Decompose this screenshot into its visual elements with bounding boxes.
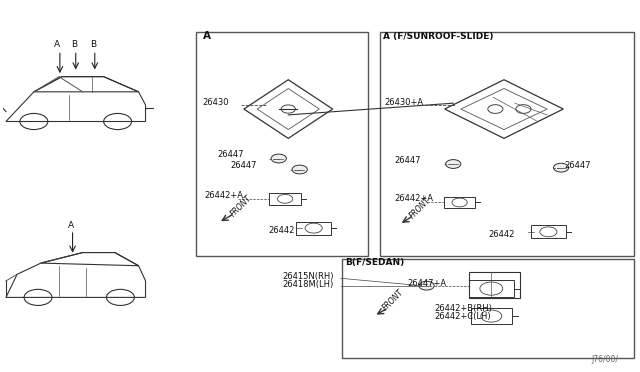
Text: 26447+A: 26447+A <box>408 279 447 288</box>
Bar <box>196 32 367 256</box>
Text: 26442: 26442 <box>488 230 515 238</box>
Circle shape <box>445 160 461 169</box>
Bar <box>342 259 634 358</box>
Text: FRONT: FRONT <box>229 193 254 218</box>
Text: 26442: 26442 <box>268 226 294 235</box>
Bar <box>380 32 634 256</box>
Text: B(F/SEDAN): B(F/SEDAN) <box>346 258 404 267</box>
Text: FRONT: FRONT <box>381 288 406 312</box>
Text: 26447: 26447 <box>230 161 257 170</box>
Text: B: B <box>90 40 97 49</box>
Text: B: B <box>72 40 77 49</box>
Circle shape <box>554 163 569 172</box>
Text: J76/00/: J76/00/ <box>591 355 618 364</box>
Text: 26418M(LH): 26418M(LH) <box>282 280 333 289</box>
Text: 26430+A: 26430+A <box>385 97 424 107</box>
Text: 26447: 26447 <box>217 150 244 160</box>
Circle shape <box>419 281 434 290</box>
Text: 26415N(RH): 26415N(RH) <box>282 272 333 281</box>
Text: 26442+A: 26442+A <box>205 191 244 200</box>
Text: 26442+C(LH): 26442+C(LH) <box>434 312 491 321</box>
Text: 26442+B(RH): 26442+B(RH) <box>434 304 492 313</box>
Text: A: A <box>68 221 74 230</box>
Text: 26430: 26430 <box>203 97 229 107</box>
Text: 26442+A: 26442+A <box>395 195 434 203</box>
Circle shape <box>292 165 307 174</box>
Text: FRONT: FRONT <box>408 196 432 220</box>
Text: A (F/SUNROOF-SLIDE): A (F/SUNROOF-SLIDE) <box>383 32 494 41</box>
Text: A: A <box>203 31 211 41</box>
Text: A: A <box>54 40 60 49</box>
Text: 26447: 26447 <box>564 161 591 170</box>
Text: 26447: 26447 <box>395 156 421 165</box>
Circle shape <box>271 154 286 163</box>
